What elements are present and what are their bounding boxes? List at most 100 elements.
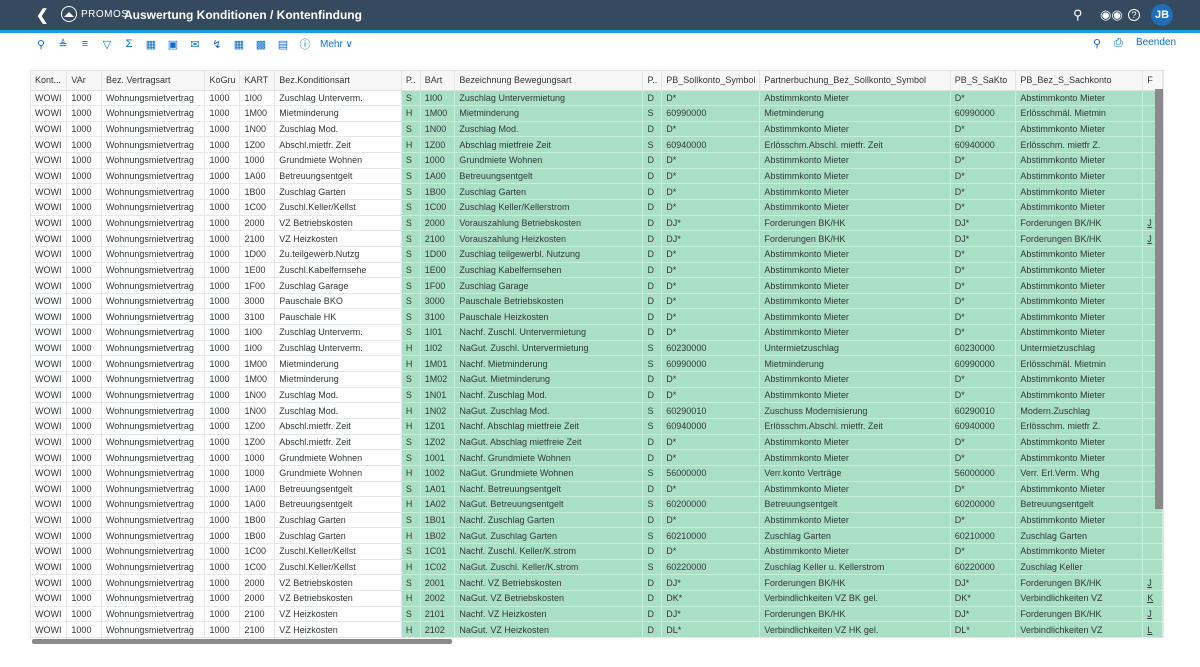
table-cell: Vorauszahlung Heizkosten bbox=[454, 230, 644, 247]
horizontal-scrollbar[interactable] bbox=[32, 639, 452, 644]
table-cell: D* bbox=[950, 121, 1017, 138]
table-cell[interactable]: L bbox=[1142, 621, 1163, 637]
print-icon[interactable]: ⎙ bbox=[1114, 37, 1123, 49]
table-cell: Wohnungsmietvertrag bbox=[101, 496, 206, 513]
column-header[interactable]: Kont... bbox=[31, 71, 68, 91]
sort-ascending-icon[interactable]: ≜ bbox=[58, 38, 68, 51]
more-button[interactable]: Mehr ∨ bbox=[320, 38, 353, 50]
table-row[interactable]: WOWI 1000 Wohnungsmietvertrag 1000 1I00 Zusch… bbox=[31, 90, 1163, 107]
table-cell: WOWI bbox=[31, 559, 68, 576]
table-row[interactable]: WOWI 1000 Wohnungsmietvertrag 1000 1E00 Zusch… bbox=[31, 262, 1163, 279]
table-row[interactable]: WOWI 1000 Wohnungsmietvertrag 1000 1B00 Zusch… bbox=[31, 527, 1163, 545]
table-cell: 2000 bbox=[239, 215, 276, 232]
column-header[interactable]: Bez. Vertragsart bbox=[101, 71, 206, 91]
help-icon[interactable]: ? bbox=[1128, 9, 1140, 21]
table-row[interactable]: WOWI 1000 Wohnungsmietvertrag 1000 2000 VZ Be… bbox=[31, 215, 1163, 232]
table-row[interactable]: WOWI 1000 Wohnungsmietvertrag 1000 3100 Pausc… bbox=[31, 308, 1163, 326]
table-cell[interactable]: K bbox=[1142, 590, 1163, 607]
sum-icon[interactable]: Σ bbox=[125, 38, 133, 50]
avatar[interactable]: JB bbox=[1151, 4, 1173, 26]
layout-change-icon[interactable]: ▩ bbox=[255, 38, 267, 51]
table-cell: S bbox=[401, 152, 421, 169]
column-header[interactable]: KoGru bbox=[204, 71, 241, 91]
table-cell: D* bbox=[661, 168, 761, 185]
promos-logo[interactable]: PROMOS bbox=[61, 6, 128, 22]
sort-descending-icon[interactable]: ≡ bbox=[81, 38, 89, 50]
chart-icon[interactable]: ↯ bbox=[212, 38, 222, 51]
table-row[interactable]: WOWI 1000 Wohnungsmietvertrag 1000 1C00 Zusch… bbox=[31, 559, 1163, 576]
info-icon[interactable]: ⓘ bbox=[299, 39, 311, 51]
table-row[interactable]: WOWI 1000 Wohnungsmietvertrag 1000 3000 Pausc… bbox=[31, 293, 1163, 310]
table-row[interactable]: WOWI 1000 Wohnungsmietvertrag 1000 1F00 Zusch… bbox=[31, 277, 1163, 294]
table-row[interactable]: WOWI 1000 Wohnungsmietvertrag 1000 1N00 Zusch… bbox=[31, 402, 1163, 419]
table-cell: 56000000 bbox=[661, 465, 761, 482]
table-cell: WOWI bbox=[31, 199, 68, 216]
table-row[interactable]: WOWI 1000 Wohnungsmietvertrag 1000 1A00 Betre… bbox=[31, 481, 1163, 498]
table-row[interactable]: WOWI 1000 Wohnungsmietvertrag 1000 1000 Grund… bbox=[31, 449, 1163, 466]
table-cell: 1M00 bbox=[239, 371, 276, 388]
table-cell: S bbox=[642, 559, 663, 576]
table-row[interactable]: WOWI 1000 Wohnungsmietvertrag 1000 1B00 Zusch… bbox=[31, 512, 1163, 529]
column-header[interactable]: VAr bbox=[66, 71, 102, 91]
column-header[interactable]: BArt bbox=[420, 71, 456, 91]
table-row[interactable]: WOWI 1000 Wohnungsmietvertrag 1000 2100 VZ He… bbox=[31, 621, 1163, 637]
table-row[interactable]: WOWI 1000 Wohnungsmietvertrag 1000 1M00 Mietm… bbox=[31, 105, 1163, 122]
table-row[interactable]: WOWI 1000 Wohnungsmietvertrag 1000 2000 VZ Be… bbox=[31, 574, 1163, 591]
table-row[interactable]: WOWI 1000 Wohnungsmietvertrag 1000 1N00 Zusch… bbox=[31, 387, 1163, 404]
layout-icon[interactable]: ▦ bbox=[233, 38, 245, 51]
layout-save-icon[interactable]: ▤ bbox=[277, 38, 289, 51]
table-search-icon[interactable]: ⚲ bbox=[1093, 38, 1102, 50]
table-cell: 1000 bbox=[66, 621, 102, 637]
table-cell: D* bbox=[950, 371, 1017, 388]
table-cell: Zuschl.Keller/Kellst bbox=[274, 199, 402, 216]
table-row[interactable]: WOWI 1000 Wohnungsmietvertrag 1000 1C00 Zusch… bbox=[31, 543, 1163, 560]
email-icon[interactable]: ✉ bbox=[190, 38, 200, 51]
column-header[interactable]: P.. bbox=[401, 71, 421, 91]
table-row[interactable]: WOWI 1000 Wohnungsmietvertrag 1000 2000 VZ Be… bbox=[31, 590, 1163, 607]
table-row[interactable]: WOWI 1000 Wohnungsmietvertrag 1000 1I00 Zusch… bbox=[31, 340, 1163, 357]
zoom-icon[interactable]: ⚲ bbox=[36, 38, 46, 51]
column-header[interactable]: P.. bbox=[642, 71, 663, 91]
table-row[interactable]: WOWI 1000 Wohnungsmietvertrag 1000 1M00 Mietm… bbox=[31, 355, 1163, 373]
table-row[interactable]: WOWI 1000 Wohnungsmietvertrag 1000 1M00 Mietm… bbox=[31, 371, 1163, 388]
table-row[interactable]: WOWI 1000 Wohnungsmietvertrag 1000 1C00 Zusch… bbox=[31, 199, 1163, 216]
table-row[interactable]: WOWI 1000 Wohnungsmietvertrag 1000 1Z00 Absch… bbox=[31, 418, 1163, 435]
table-cell: S bbox=[401, 371, 421, 388]
table-row[interactable]: WOWI 1000 Wohnungsmietvertrag 1000 1I00 Zusch… bbox=[31, 324, 1163, 341]
back-chevron-left-icon[interactable]: ❮ bbox=[36, 7, 49, 24]
binoculars-icon[interactable]: ◉◉ bbox=[1100, 7, 1123, 22]
search-icon[interactable]: ⚲ bbox=[1073, 7, 1083, 22]
column-header[interactable]: PB_S_SaKto bbox=[950, 71, 1017, 91]
table-row[interactable]: WOWI 1000 Wohnungsmietvertrag 1000 1B00 Zusch… bbox=[31, 183, 1163, 200]
column-header[interactable]: KART bbox=[239, 71, 276, 91]
table-row[interactable]: WOWI 1000 Wohnungsmietvertrag 1000 2100 VZ He… bbox=[31, 230, 1163, 247]
column-header[interactable]: Bez.Konditionsart bbox=[274, 71, 402, 91]
filter-icon[interactable]: ▽ bbox=[102, 38, 112, 51]
table-cell: D bbox=[642, 371, 663, 388]
column-header[interactable]: F bbox=[1142, 71, 1163, 91]
export-icon[interactable]: ▦ bbox=[145, 38, 157, 51]
table-cell: D bbox=[642, 543, 663, 560]
table-cell[interactable]: J bbox=[1142, 574, 1163, 591]
table-row[interactable]: WOWI 1000 Wohnungsmietvertrag 1000 1A00 Betre… bbox=[31, 168, 1163, 185]
table-row[interactable]: WOWI 1000 Wohnungsmietvertrag 1000 1000 Grund… bbox=[31, 465, 1163, 482]
column-header[interactable]: Bezeichnung Bewegungsart bbox=[454, 71, 644, 91]
column-header[interactable]: Partnerbuchung_Bez_Sollkonto_Symbol bbox=[759, 71, 951, 91]
table-row[interactable]: WOWI 1000 Wohnungsmietvertrag 1000 1000 Grund… bbox=[31, 152, 1163, 169]
table-row[interactable]: WOWI 1000 Wohnungsmietvertrag 1000 1Z00 Absch… bbox=[31, 136, 1163, 154]
exit-button[interactable]: Beenden bbox=[1136, 37, 1177, 48]
table-row[interactable]: WOWI 1000 Wohnungsmietvertrag 1000 1N00 Zusch… bbox=[31, 121, 1163, 138]
vertical-scrollbar[interactable] bbox=[1155, 89, 1163, 509]
column-header[interactable]: PB_Bez_S_Sachkonto bbox=[1015, 71, 1144, 91]
table-row[interactable]: WOWI 1000 Wohnungsmietvertrag 1000 2100 VZ He… bbox=[31, 606, 1163, 623]
table-row[interactable]: WOWI 1000 Wohnungsmietvertrag 1000 1D00 Zu.te… bbox=[31, 246, 1163, 263]
table-row[interactable]: WOWI 1000 Wohnungsmietvertrag 1000 1A00 Betre… bbox=[31, 496, 1163, 513]
import-icon[interactable]: ▣ bbox=[167, 38, 179, 51]
table-cell: Abstimmkonto Mieter bbox=[1015, 183, 1144, 200]
table-cell: 1002 bbox=[420, 465, 456, 482]
table-cell: Zuschlag Garten bbox=[274, 527, 402, 545]
column-header[interactable]: PB_Sollkonto_Symbol bbox=[661, 71, 761, 91]
table-cell bbox=[1142, 543, 1163, 560]
table-row[interactable]: WOWI 1000 Wohnungsmietvertrag 1000 1Z00 Absch… bbox=[31, 434, 1163, 451]
table-cell[interactable]: J bbox=[1142, 606, 1163, 623]
